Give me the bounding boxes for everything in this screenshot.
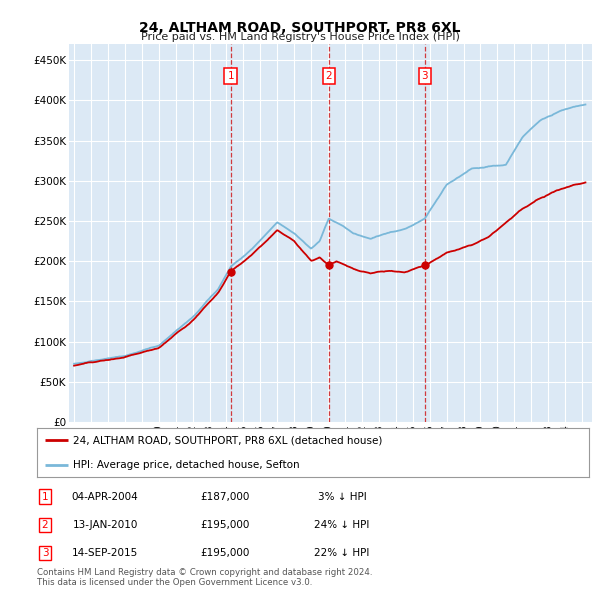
Text: 1: 1: [41, 492, 49, 502]
Text: £195,000: £195,000: [200, 548, 250, 558]
Text: 13-JAN-2010: 13-JAN-2010: [73, 520, 137, 530]
Text: 14-SEP-2015: 14-SEP-2015: [72, 548, 138, 558]
Text: 2: 2: [41, 520, 49, 530]
Text: 3: 3: [41, 548, 49, 558]
Text: Price paid vs. HM Land Registry's House Price Index (HPI): Price paid vs. HM Land Registry's House …: [140, 32, 460, 42]
Text: 3% ↓ HPI: 3% ↓ HPI: [317, 492, 367, 502]
Text: 3: 3: [421, 71, 428, 81]
Text: £195,000: £195,000: [200, 520, 250, 530]
Text: 24, ALTHAM ROAD, SOUTHPORT, PR8 6XL: 24, ALTHAM ROAD, SOUTHPORT, PR8 6XL: [139, 21, 461, 35]
Text: 04-APR-2004: 04-APR-2004: [71, 492, 139, 502]
Text: 2: 2: [325, 71, 332, 81]
Text: £187,000: £187,000: [200, 492, 250, 502]
Text: 1: 1: [227, 71, 234, 81]
Text: HPI: Average price, detached house, Sefton: HPI: Average price, detached house, Seft…: [73, 460, 300, 470]
Text: 24% ↓ HPI: 24% ↓ HPI: [314, 520, 370, 530]
Text: 22% ↓ HPI: 22% ↓ HPI: [314, 548, 370, 558]
Text: 24, ALTHAM ROAD, SOUTHPORT, PR8 6XL (detached house): 24, ALTHAM ROAD, SOUTHPORT, PR8 6XL (det…: [73, 435, 382, 445]
Text: Contains HM Land Registry data © Crown copyright and database right 2024.
This d: Contains HM Land Registry data © Crown c…: [37, 568, 373, 587]
